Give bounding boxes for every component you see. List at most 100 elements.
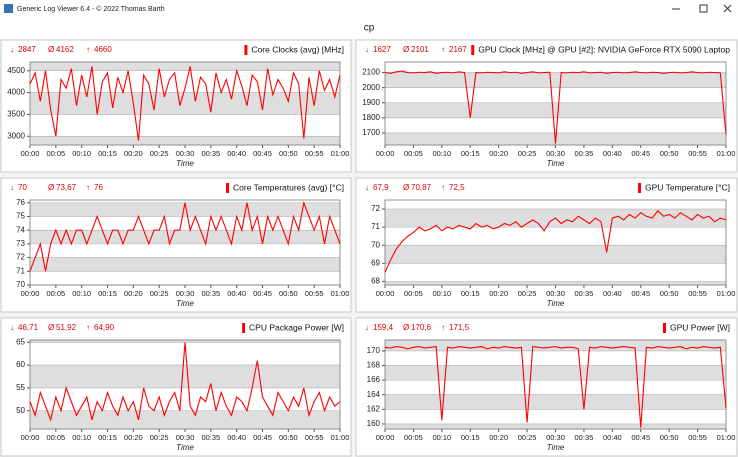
x-tick-label: 00:00 [21,149,40,158]
plot-frame [384,199,727,286]
x-tick-label: 00:45 [253,289,272,298]
y-tick-label: 3500 [7,110,25,119]
chart-title: GPU Temperature [°C] [645,182,730,192]
stat-symbol: ↑ [86,45,90,54]
close-button[interactable] [723,4,732,13]
stat-symbol: ↑ [441,323,445,332]
stat-value: 70,87 [411,183,432,192]
x-tick-label: 00:30 [176,289,195,298]
stat-value: 64,90 [94,323,115,332]
x-tick-label: 00:20 [124,433,143,442]
stat-symbol: Ø [48,323,54,332]
stat-value: 70 [18,183,27,192]
x-tick-label: 00:10 [72,289,91,298]
y-tick-label: 170 [367,346,381,355]
x-axis-label: Time [547,299,565,308]
plot-band [385,102,726,118]
x-tick-label: 00:20 [489,149,508,158]
x-tick-label: 00:45 [631,149,650,158]
x-tick-label: 00:10 [432,433,451,442]
title-marker [226,183,230,193]
plot-band [385,263,726,282]
x-tick-label: 00:30 [546,289,565,298]
x-tick-label: 00:15 [98,149,117,158]
stat-value: 170,6 [411,323,432,332]
x-tick-label: 00:25 [150,149,169,158]
x-tick-label: 00:15 [461,433,480,442]
x-tick-label: 00:30 [176,433,195,442]
x-tick-label: 00:50 [279,289,298,298]
y-tick-label: 4500 [7,66,25,75]
x-tick-label: 00:55 [688,433,707,442]
y-tick-label: 65 [16,337,25,346]
x-tick-label: 01:00 [331,433,350,442]
title-marker [471,45,475,55]
x-tick-label: 00:45 [253,433,272,442]
chart-title: GPU Power [W] [670,322,730,332]
x-tick-label: 00:00 [376,433,395,442]
x-tick-label: 00:00 [376,289,395,298]
stat-symbol: Ø [48,45,54,54]
x-tick-label: 00:00 [376,149,395,158]
stat-symbol: ↓ [365,323,369,332]
data-line [384,70,727,144]
x-tick-label: 00:30 [546,433,565,442]
plot-frame [29,339,341,430]
x-tick-label: 00:25 [150,433,169,442]
x-tick-label: 01:00 [717,289,736,298]
stat-value: 2847 [18,45,36,54]
y-tick-label: 72 [371,204,380,213]
x-tick-label: 00:20 [124,289,143,298]
plot-band [385,245,726,264]
stat-symbol: Ø [403,45,409,54]
x-axis-label: Time [176,159,194,168]
stat-symbol: ↓ [365,45,369,54]
y-tick-label: 68 [371,276,380,285]
plot-band [30,410,340,429]
y-tick-label: 75 [16,212,25,221]
x-tick-label: 00:30 [176,149,195,158]
x-tick-label: 00:50 [660,149,679,158]
y-tick-label: 1700 [362,128,380,137]
data-line [384,210,727,273]
stat-symbol: ↑ [86,183,90,192]
x-tick-label: 00:05 [46,289,65,298]
maximize-button[interactable] [699,4,708,13]
stat-symbol: Ø [403,323,409,332]
y-tick-label: 76 [16,198,25,207]
x-tick-label: 00:25 [518,149,537,158]
charts: ↓ 2847 Ø 4162 ↑ 4660 Core Clocks (avg) [MHz]30… [0,39,738,457]
title-bar [0,0,738,17]
x-tick-label: 00:40 [227,149,246,158]
stat-symbol: Ø [403,183,409,192]
x-tick-label: 00:05 [46,433,65,442]
plot-band [385,340,726,351]
plot-band [385,394,726,410]
y-tick-label: 2100 [362,68,380,77]
data-line [29,66,341,141]
plot-band [30,257,340,272]
x-tick-label: 00:40 [603,149,622,158]
plot-band [30,340,340,343]
x-tick-label: 00:10 [432,149,451,158]
stat-symbol: ↑ [86,323,90,332]
title-marker [638,183,642,193]
x-tick-label: 00:05 [46,149,65,158]
x-tick-label: 00:20 [124,149,143,158]
x-tick-label: 01:00 [331,289,350,298]
x-tick-label: 00:40 [227,433,246,442]
plot-band [30,202,340,217]
x-tick-label: 00:15 [98,433,117,442]
stat-value: 171,5 [449,323,470,332]
x-tick-label: 00:45 [631,433,650,442]
x-tick-label: 00:45 [631,289,650,298]
y-tick-label: 55 [16,383,25,392]
data-line [384,345,727,428]
stat-symbol: ↑ [441,183,445,192]
x-tick-label: 00:55 [305,433,324,442]
stat-value: 2167 [449,45,467,54]
y-tick-label: 50 [16,406,25,415]
title-marker [663,323,667,333]
